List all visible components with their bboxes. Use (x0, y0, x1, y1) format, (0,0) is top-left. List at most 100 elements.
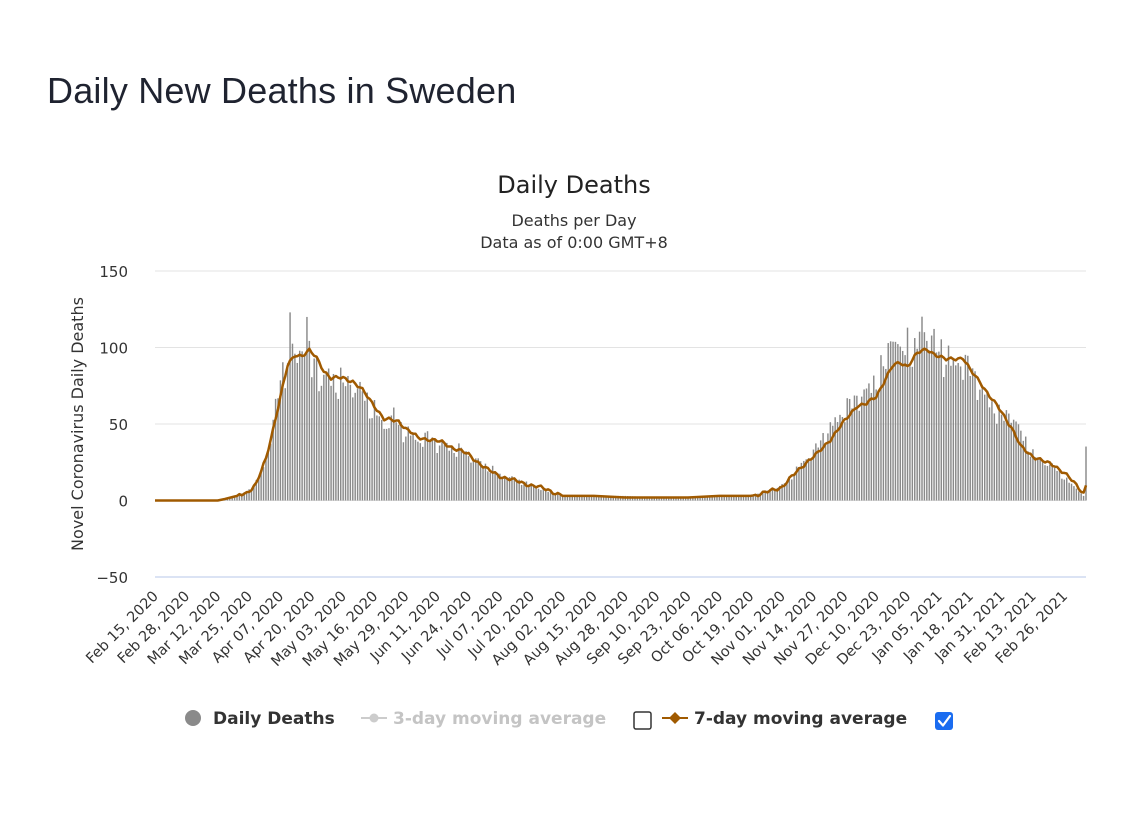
bar (559, 495, 561, 501)
bar (243, 492, 245, 501)
dot-marker-icon (369, 713, 379, 723)
bar (947, 345, 950, 501)
bar (914, 338, 916, 501)
bar (460, 447, 463, 501)
bar (496, 473, 499, 501)
bar (682, 497, 684, 501)
bar (429, 440, 431, 501)
bar (407, 426, 409, 501)
bar (791, 479, 793, 501)
bar (839, 414, 841, 501)
y-axis: 150 100 50 0 −50 (96, 263, 128, 587)
bar (923, 332, 926, 501)
bar (805, 459, 807, 501)
bar (769, 489, 771, 501)
bar (1024, 436, 1027, 501)
bar (786, 481, 788, 501)
bar (723, 495, 725, 501)
bar (537, 488, 540, 501)
checkbox-ma3[interactable] (633, 711, 652, 730)
checkbox-ma7[interactable] (935, 712, 953, 730)
bar (419, 443, 422, 501)
bar (274, 398, 277, 501)
bar (342, 382, 344, 501)
bar (747, 495, 750, 501)
bar (482, 466, 484, 501)
bar (327, 368, 330, 501)
legend-item-daily-deaths[interactable]: Daily Deaths (185, 709, 335, 729)
bar (983, 394, 986, 501)
bar (651, 497, 653, 501)
bar (378, 416, 381, 501)
y-tick-label: 100 (99, 340, 128, 358)
bar (863, 389, 865, 501)
bar (368, 418, 371, 501)
bar (569, 495, 571, 501)
bar (793, 475, 795, 501)
bar (566, 495, 569, 501)
bar (819, 440, 822, 501)
bar (1022, 440, 1025, 501)
bar (1085, 446, 1087, 501)
bar (491, 465, 494, 501)
bar (670, 497, 672, 501)
bar (422, 446, 424, 501)
bar (1078, 491, 1080, 501)
bar (1015, 421, 1017, 501)
bar (942, 377, 945, 501)
bar (841, 416, 844, 501)
bar (238, 494, 241, 501)
ma7-line (155, 347, 1088, 502)
legend-item-ma3[interactable]: 3-day moving average (361, 709, 606, 729)
bar (865, 388, 868, 501)
bar (694, 497, 696, 501)
bar (561, 495, 564, 501)
bar (487, 471, 489, 501)
bar (501, 476, 504, 501)
bar (593, 495, 595, 501)
bar (648, 497, 651, 501)
bar (918, 331, 921, 501)
chart-subtitle-2: Data as of 0:00 GMT+8 (480, 233, 668, 252)
bar (241, 493, 243, 501)
bar (909, 366, 911, 501)
bar (1056, 470, 1058, 501)
bar (233, 496, 236, 501)
bar (817, 447, 819, 501)
bar (504, 478, 506, 501)
bar (412, 432, 414, 501)
bar (781, 483, 783, 501)
bar (1027, 451, 1029, 501)
bar (260, 470, 262, 501)
bar (508, 477, 511, 501)
bar (1075, 488, 1078, 501)
bar (875, 389, 877, 501)
bar (354, 392, 356, 501)
bar (373, 399, 376, 501)
bar (313, 358, 315, 501)
bar (899, 346, 902, 501)
bar (1065, 477, 1068, 501)
bar (250, 489, 253, 501)
bar (665, 497, 668, 501)
bar (472, 459, 475, 501)
bar (1037, 458, 1039, 501)
y-tick-label: 50 (109, 416, 128, 434)
bar (1020, 430, 1022, 501)
y-tick-label: 0 (118, 493, 128, 511)
y-tick-label: −50 (96, 569, 128, 587)
bar (284, 388, 286, 501)
bar (588, 495, 590, 501)
bar (783, 483, 786, 501)
bar (795, 466, 798, 501)
bar (477, 458, 479, 501)
bar (330, 385, 332, 501)
bar (1061, 478, 1063, 501)
bar (964, 354, 967, 501)
bar (383, 428, 385, 501)
legend-item-ma7[interactable]: 7-day moving average (662, 709, 907, 729)
bar (880, 355, 882, 501)
bar (1005, 410, 1008, 501)
bar (586, 495, 588, 501)
bar (737, 495, 740, 501)
